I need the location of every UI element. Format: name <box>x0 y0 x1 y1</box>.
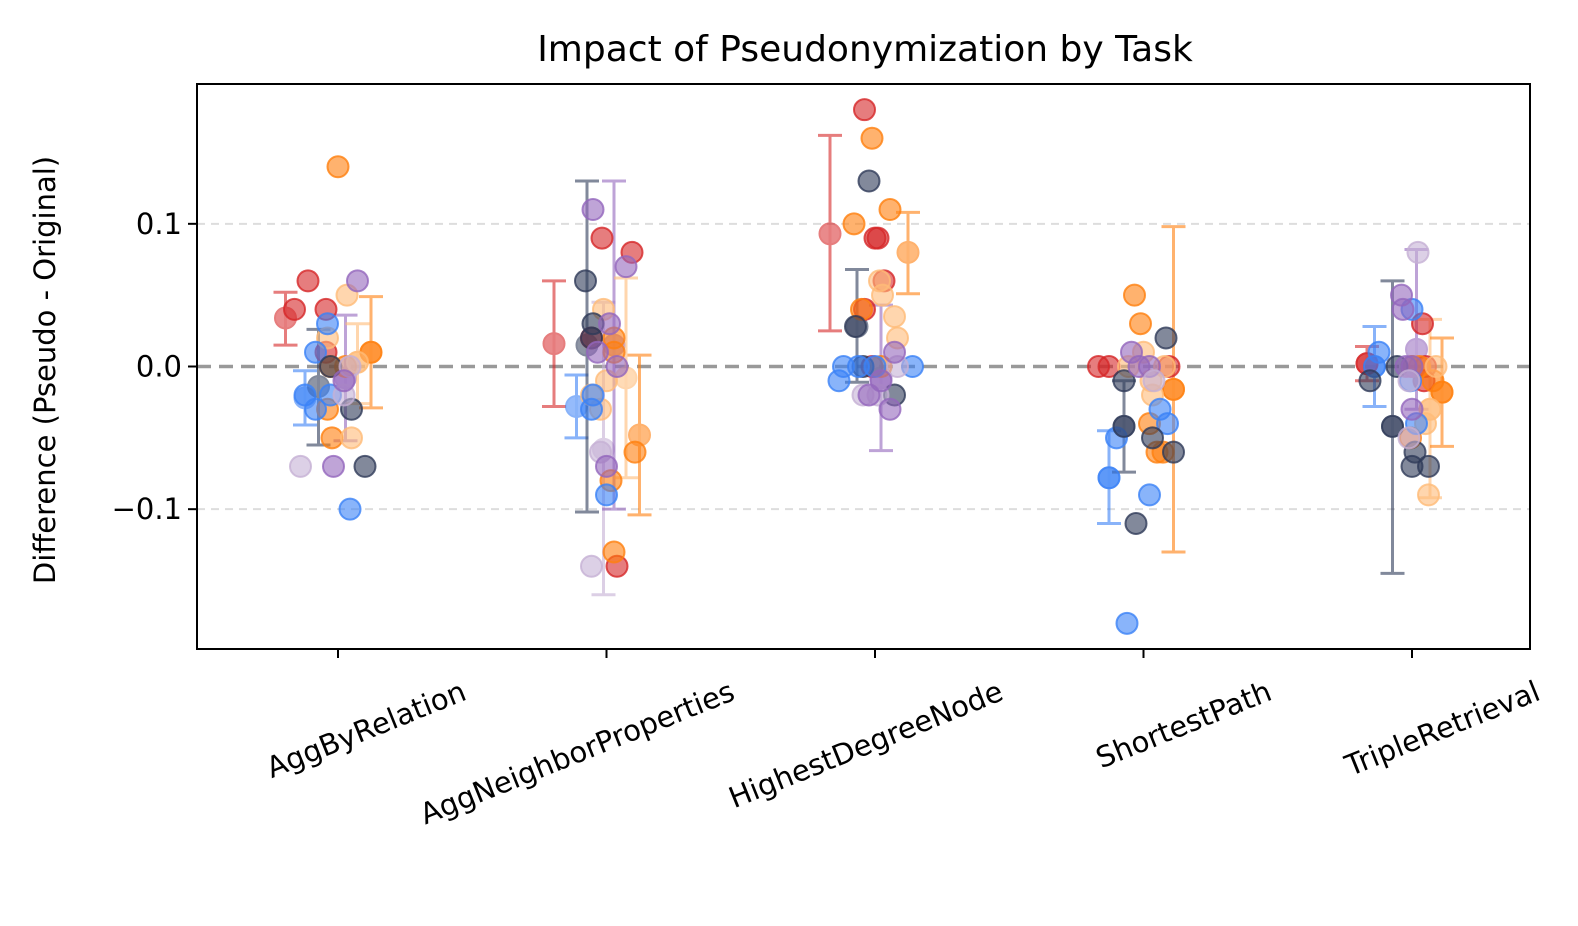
data-point <box>1358 369 1382 393</box>
data-point <box>581 198 605 222</box>
data-point <box>346 269 369 293</box>
data-point <box>1406 240 1430 264</box>
data-point <box>580 554 603 578</box>
error-bar-mean <box>818 222 842 246</box>
data-point <box>574 269 597 293</box>
data-point <box>1156 412 1179 436</box>
data-point <box>338 497 362 521</box>
data-point <box>296 269 320 293</box>
data-point <box>1112 369 1136 393</box>
data-point <box>883 305 906 329</box>
data-point <box>1097 466 1121 490</box>
data-point <box>326 155 350 179</box>
data-point <box>878 397 902 421</box>
data-points <box>283 98 1454 635</box>
data-point <box>857 169 881 193</box>
x-tick-label: TripleRetrieval <box>1339 674 1544 783</box>
data-point <box>581 383 605 407</box>
data-point <box>853 98 876 122</box>
data-point <box>871 283 894 307</box>
data-point <box>1142 369 1166 393</box>
data-point <box>866 226 890 250</box>
x-tick-label: AggByRelation <box>262 674 471 785</box>
y-tick-label: 0.1 <box>136 207 182 241</box>
data-point <box>878 198 902 222</box>
data-point <box>289 454 312 478</box>
data-point <box>320 426 344 450</box>
error-bar <box>896 210 920 296</box>
y-tick-label: 0.0 <box>136 350 182 384</box>
data-point <box>1381 414 1404 438</box>
data-point <box>304 340 327 364</box>
data-point <box>1141 426 1164 450</box>
data-point <box>860 126 884 150</box>
data-point <box>1112 414 1136 438</box>
data-point <box>595 454 618 478</box>
data-point <box>844 315 867 339</box>
y-ticks: −0.1 0.0 0.1 <box>112 207 197 526</box>
data-point <box>1430 380 1454 404</box>
data-point <box>1123 283 1146 307</box>
x-tick-label: HighestDegreeNode <box>724 674 1008 815</box>
grid-lines <box>197 222 1530 511</box>
data-point <box>842 212 866 236</box>
error-bar <box>542 279 566 408</box>
data-point <box>332 369 356 393</box>
x-tick-label: ShortestPath <box>1091 674 1276 775</box>
data-point <box>869 369 893 393</box>
data-point <box>1400 397 1424 421</box>
data-point <box>586 340 609 364</box>
data-point <box>1397 369 1421 393</box>
data-point <box>1391 297 1415 321</box>
data-point <box>283 297 306 321</box>
data-point <box>1124 511 1148 535</box>
error-bar-mean <box>896 240 920 264</box>
data-point <box>1417 483 1440 507</box>
data-point <box>623 440 647 464</box>
error-bar <box>818 133 842 333</box>
y-axis-label: Difference (Pseudo - Original) <box>28 156 62 584</box>
data-point <box>595 483 618 507</box>
data-point <box>1154 326 1178 350</box>
data-point <box>1424 355 1448 378</box>
data-point <box>353 454 377 478</box>
data-point <box>1138 483 1161 507</box>
data-point <box>340 426 363 450</box>
error-bar <box>627 353 652 517</box>
chart-title: Impact of Pseudonymization by Task <box>537 29 1193 70</box>
error-bar-mean <box>542 332 566 356</box>
data-point <box>614 255 638 279</box>
data-point <box>1162 440 1185 464</box>
data-point <box>602 540 626 564</box>
x-ticks: AggByRelationAggNeighborPropertiesHighes… <box>262 649 1545 831</box>
data-point <box>605 355 629 378</box>
data-point <box>1162 377 1185 401</box>
data-point <box>883 340 906 364</box>
y-tick-label: −0.1 <box>112 492 182 526</box>
data-point <box>1129 312 1152 336</box>
data-point <box>598 312 621 336</box>
data-point <box>1397 426 1421 450</box>
data-point <box>1417 454 1440 478</box>
data-point <box>316 312 339 336</box>
data-point <box>1115 611 1139 635</box>
data-point <box>322 454 345 478</box>
data-point <box>590 226 614 250</box>
data-point <box>304 397 327 421</box>
